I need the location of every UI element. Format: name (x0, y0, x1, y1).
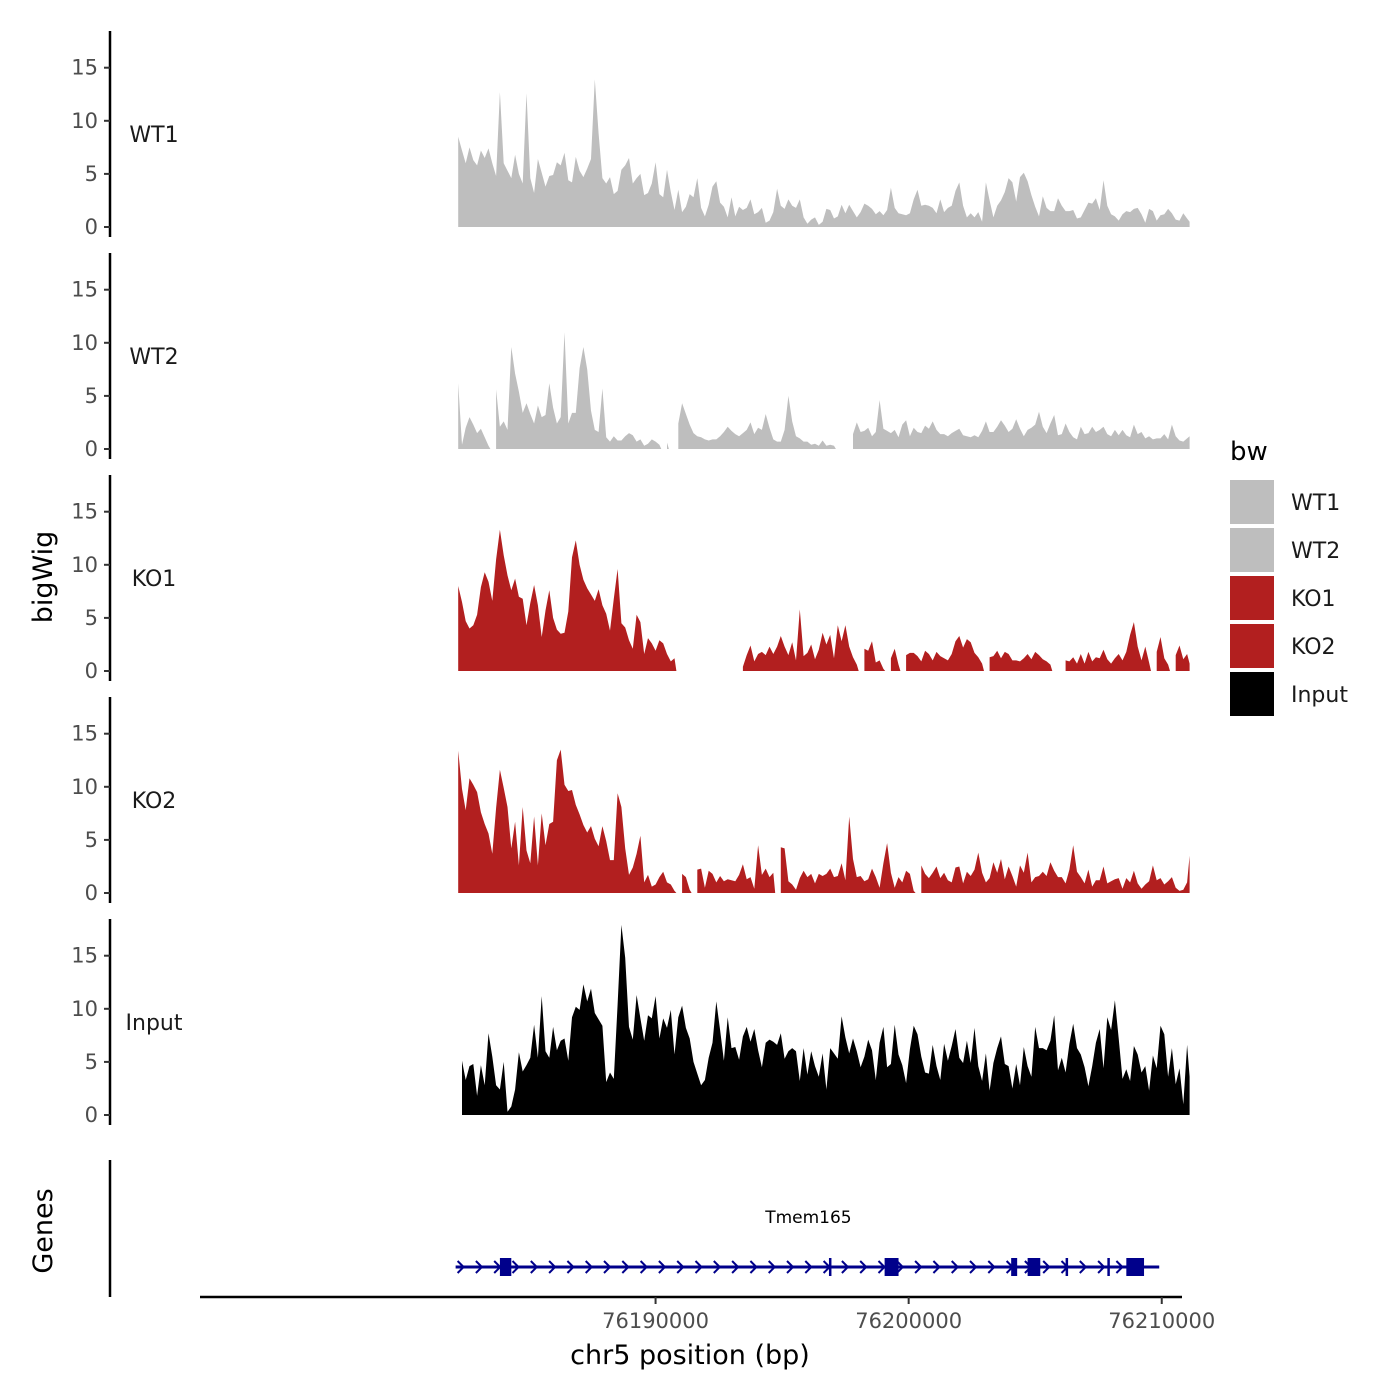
y-tick-label: 15 (71, 944, 98, 968)
strand-arrow-icon (731, 1260, 740, 1274)
track-name-label: KO2 (132, 789, 177, 814)
coverage-area-ko1 (458, 529, 1190, 671)
strand-arrow-icon (859, 1260, 868, 1274)
track-name-label: Input (126, 1011, 183, 1036)
legend: bw WT1 WT2 KO1 KO2 Input (1230, 437, 1348, 716)
y-tick-label: 5 (85, 1050, 98, 1074)
gene-track: Tmem165 (108, 1160, 1160, 1297)
coverage-area-input (462, 924, 1190, 1115)
y-tick-label: 5 (85, 162, 98, 186)
strand-arrow-icon (658, 1260, 667, 1274)
y-axis-title: bigWig (28, 531, 59, 624)
strand-arrow-icon (841, 1260, 850, 1274)
strand-arrow-icon (950, 1260, 960, 1274)
y-tick-label: 5 (85, 384, 98, 408)
y-tick-label: 5 (85, 828, 98, 852)
strand-arrow-icon (1115, 1260, 1124, 1274)
legend-label: WT1 (1291, 491, 1340, 516)
exon-block (1027, 1258, 1041, 1276)
y-tick-label: 0 (85, 215, 98, 239)
exon-block (1011, 1258, 1018, 1276)
strand-arrow-icon (694, 1260, 703, 1274)
strand-arrow-icon (676, 1260, 685, 1274)
track-name-label: KO1 (132, 567, 177, 592)
x-tick-label: 76190000 (602, 1309, 709, 1333)
legend-label: KO1 (1291, 587, 1336, 612)
legend-label: Input (1291, 683, 1348, 708)
legend-swatch-ko1 (1230, 576, 1274, 620)
y-tick-label: 0 (85, 881, 98, 905)
y-tick-label: 0 (85, 437, 98, 461)
legend-swatch-input (1230, 672, 1274, 716)
strand-arrow-icon (804, 1260, 813, 1274)
y-tick-label: 15 (71, 278, 98, 302)
y-tick-label: 10 (71, 775, 98, 799)
exon-block (884, 1258, 899, 1276)
coverage-area-ko2 (458, 749, 1190, 893)
y-tick-label: 10 (71, 331, 98, 355)
y-tick-label: 0 (85, 1103, 98, 1127)
coverage-tracks: 0 5 10 15 WT1 0 5 10 15 WT2 0 5 10 15 KO1 0 5 10 15 KO2 0 5 10… (71, 31, 1190, 1127)
x-tick-label: 76210000 (1108, 1309, 1215, 1333)
track-wt2: 0 5 10 15 WT2 (71, 253, 1190, 461)
track-name-label: WT1 (129, 123, 178, 148)
strand-arrow-icon (767, 1260, 777, 1274)
strand-arrow-icon (548, 1260, 557, 1274)
track-ko1: 0 5 10 15 KO1 (71, 475, 1190, 683)
strand-arrow-icon (584, 1260, 594, 1274)
x-axis-title: chr5 position (bp) (570, 1340, 810, 1371)
strand-arrow-icon (475, 1260, 484, 1274)
y-tick-label: 10 (71, 553, 98, 577)
track-wt1: 0 5 10 15 WT1 (71, 31, 1190, 239)
y-tick-label: 15 (71, 56, 98, 80)
y-tick-label: 0 (85, 659, 98, 683)
track-ko2: 0 5 10 15 KO2 (71, 697, 1190, 905)
strand-arrow-icon (603, 1260, 612, 1274)
strand-arrow-icon (969, 1260, 978, 1274)
strand-arrow-icon (530, 1260, 539, 1274)
x-axis: 76190000 76200000 76210000 (200, 1295, 1215, 1333)
gene-name-label: Tmem165 (764, 1208, 851, 1228)
coverage-area-wt1 (458, 79, 1190, 228)
strand-arrow-icon (987, 1260, 996, 1274)
legend-title: bw (1230, 437, 1268, 467)
legend-swatch-wt1 (1230, 480, 1274, 524)
strand-arrow-icon (456, 1260, 466, 1274)
genes-axis-title: Genes (28, 1188, 59, 1273)
track-input: 0 5 10 15 Input (71, 919, 1190, 1127)
strand-arrow-icon (896, 1260, 905, 1274)
exon-block (499, 1258, 512, 1276)
strand-arrow-icon (749, 1260, 758, 1274)
strand-arrow-icon (713, 1260, 722, 1274)
x-tick-label: 76200000 (855, 1309, 962, 1333)
legend-swatch-wt2 (1230, 528, 1274, 572)
strand-arrow-icon (1097, 1260, 1106, 1274)
y-tick-label: 10 (71, 109, 98, 133)
legend-label: KO2 (1291, 635, 1336, 660)
strand-arrow-icon (511, 1260, 520, 1274)
strand-arrow-icon (1079, 1260, 1088, 1274)
strand-arrow-icon (786, 1260, 795, 1274)
exon-block (1126, 1258, 1145, 1276)
y-tick-label: 10 (71, 997, 98, 1021)
strand-arrow-icon (566, 1260, 575, 1274)
coverage-area-wt2 (458, 332, 1190, 449)
legend-swatch-ko2 (1230, 624, 1274, 668)
gene-tmem165: Tmem165 (455, 1208, 1160, 1276)
y-tick-label: 15 (71, 722, 98, 746)
strand-arrow-icon (877, 1260, 886, 1274)
strand-arrow-icon (1042, 1260, 1051, 1274)
strand-arrow-icon (932, 1260, 941, 1274)
legend-label: WT2 (1291, 539, 1340, 564)
y-tick-label: 5 (85, 606, 98, 630)
track-name-label: WT2 (129, 345, 178, 370)
strand-arrow-icon (914, 1260, 923, 1274)
y-tick-label: 15 (71, 500, 98, 524)
strand-arrow-icon (639, 1260, 649, 1274)
strand-arrow-icon (621, 1260, 630, 1274)
